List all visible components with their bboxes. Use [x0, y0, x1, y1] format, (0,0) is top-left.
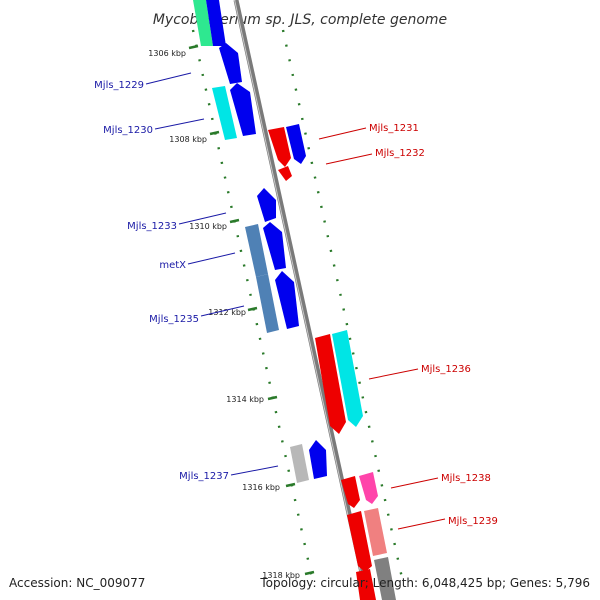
gene-mjls-1231-red[interactable] — [268, 127, 291, 167]
accession-text: Accession: NC_009077 — [9, 576, 146, 590]
leader-line — [154, 118, 205, 130]
backbone-highlight — [234, 0, 368, 600]
gene-mjls-1236-red[interactable] — [315, 334, 346, 434]
genome-backbone — [233, 0, 371, 600]
tick-mark — [209, 130, 220, 136]
tick-mark — [229, 218, 240, 224]
gene-blue-top[interactable] — [206, 0, 226, 46]
label-mjls-1229[interactable]: Mjls_1229 — [94, 80, 144, 91]
leader-line — [318, 127, 367, 140]
tick-1318: 1318 kbp — [262, 570, 315, 580]
tick-mark — [304, 570, 315, 576]
gene-mjls-1239-red[interactable] — [347, 511, 372, 572]
gene-metx-steel[interactable] — [245, 224, 268, 277]
gene-mjls-1231[interactable] — [286, 124, 306, 164]
leader-line — [178, 212, 227, 225]
gene-metx[interactable] — [263, 222, 286, 270]
gene-mjls-1235[interactable] — [275, 271, 299, 329]
label-mjls-1231[interactable]: Mjls_1231 — [369, 123, 419, 134]
leader-line — [368, 368, 419, 380]
tick-1314: 1314 kbp — [226, 395, 278, 404]
label-mjls-1239[interactable]: Mjls_1239 — [448, 516, 498, 527]
gene-green-top[interactable] — [193, 0, 213, 46]
gene-mjls-1237[interactable] — [309, 440, 327, 479]
tick-mark — [247, 306, 258, 312]
gene-mjls-1239[interactable] — [364, 508, 387, 556]
tick-mark — [267, 395, 278, 401]
reverse-genes — [268, 124, 396, 600]
leader-line — [200, 305, 245, 317]
gene-mjls-1236[interactable] — [332, 330, 363, 427]
label-mjls-1230[interactable]: Mjls_1230 — [103, 125, 153, 136]
gene-mjls-1230[interactable] — [230, 83, 256, 136]
genome-summary-text: Topology: circular; Length: 6,048,425 bp… — [260, 576, 590, 590]
tick-label: 1314 kbp — [226, 395, 264, 404]
tick-1312: 1312 kbp — [208, 306, 258, 317]
map-title: Mycobacterium sp. JLS, complete genome — [153, 12, 447, 28]
gene-mjls-1237-grey[interactable] — [290, 444, 309, 483]
label-mjls-1235[interactable]: Mjls_1235 — [149, 314, 199, 325]
tick-label: 1312 kbp — [208, 308, 246, 317]
tick-mark — [188, 44, 199, 50]
tick-label: 1316 kbp — [242, 483, 280, 492]
kbp-ticks: 1306 kbp 1308 kbp 1310 kbp 1312 kbp 1314… — [148, 44, 315, 580]
tick-mark — [285, 482, 296, 488]
leader-line — [390, 477, 439, 489]
gene-mjls-1230-cyan[interactable] — [212, 86, 237, 140]
gene-mjls-1238-red[interactable] — [341, 476, 360, 508]
left-gene-labels: Mjls_1229 Mjls_1230 Mjls_1233 metX Mjls_… — [94, 72, 279, 482]
tick-label: 1318 kbp — [262, 571, 300, 580]
label-mjls-1238[interactable]: Mjls_1238 — [441, 473, 491, 484]
leader-line — [230, 465, 279, 476]
tick-1306: 1306 kbp — [148, 44, 199, 58]
gene-mjls-1238[interactable] — [359, 472, 378, 504]
gene-bottom-grey[interactable] — [374, 557, 396, 600]
gene-bottom-red[interactable] — [356, 569, 376, 600]
tick-1316: 1316 kbp — [242, 482, 296, 492]
leader-line — [145, 72, 192, 85]
gene-mjls-1235-steel[interactable] — [256, 274, 279, 333]
label-mjls-1236[interactable]: Mjls_1236 — [421, 364, 471, 375]
label-metx[interactable]: metX — [159, 260, 186, 271]
forward-genes — [193, 0, 327, 483]
leader-line — [397, 518, 446, 530]
tick-label: 1310 kbp — [189, 222, 227, 231]
gene-mjls-1232[interactable] — [278, 166, 292, 181]
tick-label: 1306 kbp — [148, 49, 186, 58]
leader-line — [187, 252, 236, 265]
right-gene-labels: Mjls_1231 Mjls_1232 Mjls_1236 Mjls_1238 … — [318, 123, 498, 530]
tick-label: 1308 kbp — [169, 135, 207, 144]
label-mjls-1233[interactable]: Mjls_1233 — [127, 221, 177, 232]
tick-1310: 1310 kbp — [189, 218, 240, 231]
backbone-line — [233, 0, 371, 600]
gene-mjls-1229[interactable] — [219, 43, 242, 84]
tick-1308: 1308 kbp — [169, 130, 220, 144]
leader-line — [325, 153, 373, 165]
label-mjls-1232[interactable]: Mjls_1232 — [375, 148, 425, 159]
gene-mjls-1233[interactable] — [257, 188, 276, 222]
label-mjls-1237[interactable]: Mjls_1237 — [179, 471, 229, 482]
